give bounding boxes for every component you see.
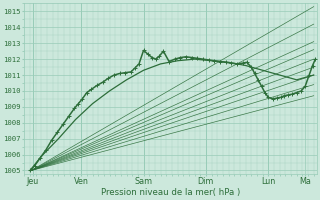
X-axis label: Pression niveau de la mer( hPa ): Pression niveau de la mer( hPa ) (101, 188, 240, 197)
